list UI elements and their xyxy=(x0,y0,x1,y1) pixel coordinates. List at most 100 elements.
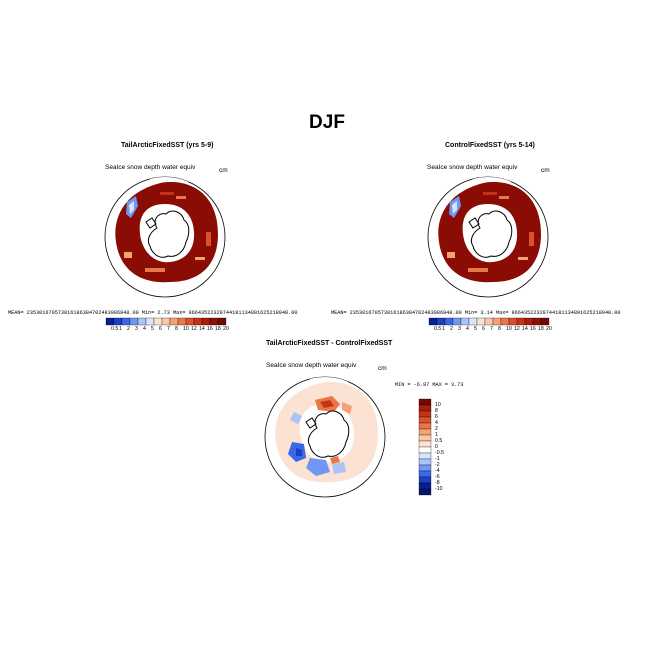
colorbar-swatch xyxy=(121,317,131,326)
colorbar-swatch xyxy=(444,317,454,326)
colorbar-tick-label: 2 xyxy=(450,326,453,332)
colorbar-swatch xyxy=(484,317,494,326)
colorbar-swatch xyxy=(508,317,518,326)
colorbar-tick-label: 18 xyxy=(538,326,544,332)
colorbar-tick-label: 1 xyxy=(442,326,445,332)
stats-left: MEAN= 235301670573816186384702483986848.… xyxy=(8,310,298,316)
polar-map-right xyxy=(427,176,549,298)
colorbar-tick-label: 1 xyxy=(119,326,122,332)
polar-map-left xyxy=(104,176,226,298)
colorbar-swatch xyxy=(418,422,432,430)
colorbar-swatch xyxy=(201,317,211,326)
colorbar-tick-label: -4 xyxy=(435,468,440,474)
colorbar-tick-label: 4 xyxy=(143,326,146,332)
colorbar-swatch xyxy=(418,452,432,460)
colorbar-tick-label: 2 xyxy=(127,326,130,332)
colorbar-tick-label: 14 xyxy=(199,326,205,332)
colorbar-tick-label: -8 xyxy=(435,480,440,486)
colorbar-swatch xyxy=(540,317,550,326)
colorbar-swatch xyxy=(418,440,432,448)
colorbar-tick-label: -2 xyxy=(435,462,440,468)
colorbar-swatch xyxy=(418,488,432,496)
colorbar-tick-label: 8 xyxy=(175,326,178,332)
colorbar-swatch xyxy=(492,317,502,326)
colorbar-tick-label: 7 xyxy=(490,326,493,332)
colorbar-swatch xyxy=(169,317,179,326)
units-label-diff: cm xyxy=(378,365,387,372)
colorbar-swatch xyxy=(418,482,432,490)
colorbar-tick-label: 20 xyxy=(546,326,552,332)
colorbar-diff xyxy=(418,398,432,496)
colorbar-swatch xyxy=(193,317,203,326)
stats-diff: MIN = -6.97 MAX = 3.73 xyxy=(395,382,464,388)
panel-title-left: TailArcticFixedSST (yrs 5-9) xyxy=(121,142,214,149)
colorbar-swatch xyxy=(418,404,432,412)
variable-label-right: SeaIce snow depth water equiv xyxy=(427,164,518,171)
colorbar-swatch xyxy=(105,317,115,326)
colorbar-tick-label: 6 xyxy=(435,414,438,420)
colorbar-tick-label: 10 xyxy=(435,402,441,408)
colorbar-swatch xyxy=(137,317,147,326)
colorbar-tick-label: 8 xyxy=(498,326,501,332)
colorbar-swatch xyxy=(418,398,432,406)
variable-label-left: SeaIce snow depth water equiv xyxy=(105,164,196,171)
colorbar-tick-label: 2 xyxy=(435,426,438,432)
colorbar-swatch xyxy=(516,317,526,326)
colorbar-tick-label: 7 xyxy=(167,326,170,332)
colorbar-swatch xyxy=(468,317,478,326)
colorbar-tick-label: 0.5 xyxy=(434,326,442,332)
colorbar-tick-label: 16 xyxy=(530,326,536,332)
colorbar-tick-label: 20 xyxy=(223,326,229,332)
colorbar-tick-label: 3 xyxy=(135,326,138,332)
colorbar-swatch xyxy=(153,317,163,326)
units-label-right: cm xyxy=(541,167,550,174)
colorbar-swatch xyxy=(185,317,195,326)
colorbar-tick-label: 5 xyxy=(151,326,154,332)
figure-title: DJF xyxy=(309,112,345,133)
colorbar-swatch xyxy=(418,470,432,478)
colorbar-tick-label: 0.5 xyxy=(435,438,443,444)
colorbar-swatch xyxy=(217,317,227,326)
colorbar-tick-label: -10 xyxy=(435,486,443,492)
colorbar-tick-label: -0.5 xyxy=(435,450,444,456)
colorbar-tick-label: 8 xyxy=(435,408,438,414)
panel-title-right: ControlFixedSST (yrs 5-14) xyxy=(445,142,535,149)
polar-map-diff xyxy=(264,376,386,498)
colorbar-swatch xyxy=(209,317,219,326)
colorbar-swatch xyxy=(532,317,542,326)
colorbar-swatch xyxy=(418,416,432,424)
colorbar-tick-label: 0 xyxy=(435,444,438,450)
colorbar-tick-label: 6 xyxy=(482,326,485,332)
colorbar-swatch xyxy=(418,410,432,418)
colorbar-left-labels: 0.5 1 2 3 4 5 6 7 8 10 12 14 16 18 20 xyxy=(106,326,229,334)
stats-right: MEAN= 235301670573816186384702483986848.… xyxy=(331,310,621,316)
colorbar-tick-label: 12 xyxy=(514,326,520,332)
units-label-left: cm xyxy=(219,167,228,174)
colorbar-tick-label: 0.5 xyxy=(111,326,119,332)
colorbar-tick-label: -1 xyxy=(435,456,440,462)
colorbar-swatch xyxy=(524,317,534,326)
colorbar-swatch xyxy=(476,317,486,326)
colorbar-tick-label: 14 xyxy=(522,326,528,332)
colorbar-tick-label: 4 xyxy=(435,420,438,426)
colorbar-swatch xyxy=(113,317,123,326)
colorbar-swatch xyxy=(418,476,432,484)
variable-label-diff: SeaIce snow depth water equiv xyxy=(266,362,357,369)
colorbar-swatch xyxy=(129,317,139,326)
colorbar-tick-label: 10 xyxy=(183,326,189,332)
colorbar-swatch xyxy=(418,446,432,454)
colorbar-tick-label: 5 xyxy=(474,326,477,332)
colorbar-tick-label: 1 xyxy=(435,432,438,438)
colorbar-swatch xyxy=(428,317,438,326)
colorbar-swatch xyxy=(177,317,187,326)
colorbar-tick-label: 4 xyxy=(466,326,469,332)
colorbar-swatch xyxy=(500,317,510,326)
colorbar-tick-label: 16 xyxy=(207,326,213,332)
colorbar-left xyxy=(105,317,227,326)
colorbar-swatch xyxy=(460,317,470,326)
colorbar-right xyxy=(428,317,550,326)
colorbar-swatch xyxy=(452,317,462,326)
colorbar-swatch xyxy=(418,428,432,436)
colorbar-swatch xyxy=(418,464,432,472)
colorbar-tick-label: 12 xyxy=(191,326,197,332)
